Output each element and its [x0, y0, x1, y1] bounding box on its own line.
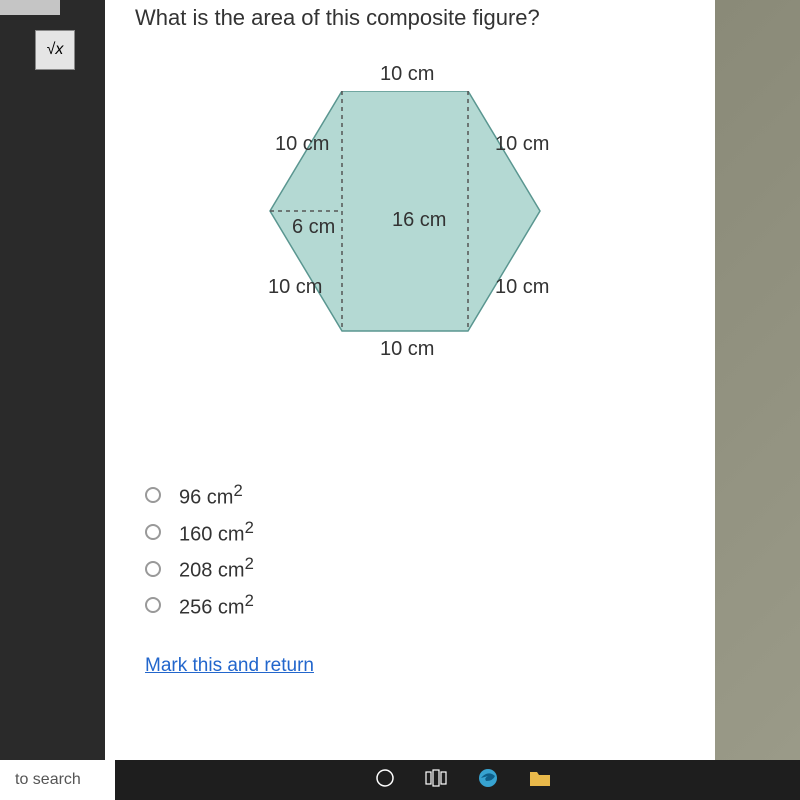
label-mid-center: 16 cm — [392, 209, 446, 232]
mark-return-link[interactable]: Mark this and return — [145, 655, 715, 677]
answer-list: 96 cm2 160 cm2 208 cm2 256 cm2 — [145, 481, 715, 620]
answer-text-3: 208 cm2 — [179, 554, 254, 583]
radio-icon — [145, 524, 161, 540]
taskbar-search[interactable]: to search — [0, 760, 115, 800]
desktop-background-strip — [715, 0, 800, 760]
cortana-icon[interactable] — [375, 768, 395, 793]
edge-icon[interactable] — [477, 767, 499, 794]
tool-tab-icon — [0, 0, 60, 15]
label-top-left: 10 cm — [275, 133, 329, 156]
taskbar: to search — [0, 760, 800, 800]
composite-figure: 10 cm 10 cm 10 cm 6 cm 16 cm 10 cm 10 cm… — [160, 61, 660, 441]
label-top: 10 cm — [380, 63, 434, 86]
question-text: What is the area of this composite figur… — [105, 0, 715, 31]
label-mid-left: 6 cm — [292, 216, 335, 239]
label-top-right: 10 cm — [495, 133, 549, 156]
radio-icon — [145, 487, 161, 503]
radio-icon — [145, 597, 161, 613]
label-bottom: 10 cm — [380, 338, 434, 361]
search-text: to search — [15, 771, 81, 789]
label-bottom-left: 10 cm — [268, 276, 322, 299]
taskbar-icons — [375, 767, 551, 794]
answer-text-4: 256 cm2 — [179, 591, 254, 620]
answer-option-4[interactable]: 256 cm2 — [145, 591, 715, 620]
answer-option-2[interactable]: 160 cm2 — [145, 518, 715, 547]
folder-icon[interactable] — [529, 769, 551, 792]
sqrt-label: √x — [47, 41, 64, 59]
sqrt-tool-button[interactable]: √x — [35, 30, 75, 70]
answer-option-3[interactable]: 208 cm2 — [145, 554, 715, 583]
left-tool-panel: √x — [0, 0, 105, 760]
answer-option-1[interactable]: 96 cm2 — [145, 481, 715, 510]
taskview-icon[interactable] — [425, 769, 447, 792]
answer-text-1: 96 cm2 — [179, 481, 243, 510]
radio-icon — [145, 561, 161, 577]
quiz-content: What is the area of this composite figur… — [105, 0, 715, 760]
label-bottom-right: 10 cm — [495, 276, 549, 299]
answer-text-2: 160 cm2 — [179, 518, 254, 547]
